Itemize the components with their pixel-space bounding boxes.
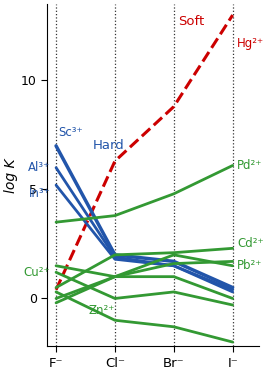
Text: Sc³⁺: Sc³⁺ — [58, 126, 83, 140]
Text: Pd²⁺: Pd²⁺ — [237, 159, 263, 172]
Text: In³⁺: In³⁺ — [29, 187, 50, 200]
Text: Cu²⁺: Cu²⁺ — [24, 266, 50, 279]
Text: Pb²⁺: Pb²⁺ — [237, 259, 263, 272]
Text: Soft: Soft — [179, 15, 205, 28]
Text: Al³⁺: Al³⁺ — [28, 161, 50, 174]
Text: Hg²⁺: Hg²⁺ — [237, 37, 264, 50]
Y-axis label: log K: log K — [4, 158, 18, 193]
Text: Cd²⁺: Cd²⁺ — [237, 237, 264, 251]
Text: Zn²⁺: Zn²⁺ — [89, 304, 115, 317]
Text: Hard: Hard — [93, 140, 124, 152]
